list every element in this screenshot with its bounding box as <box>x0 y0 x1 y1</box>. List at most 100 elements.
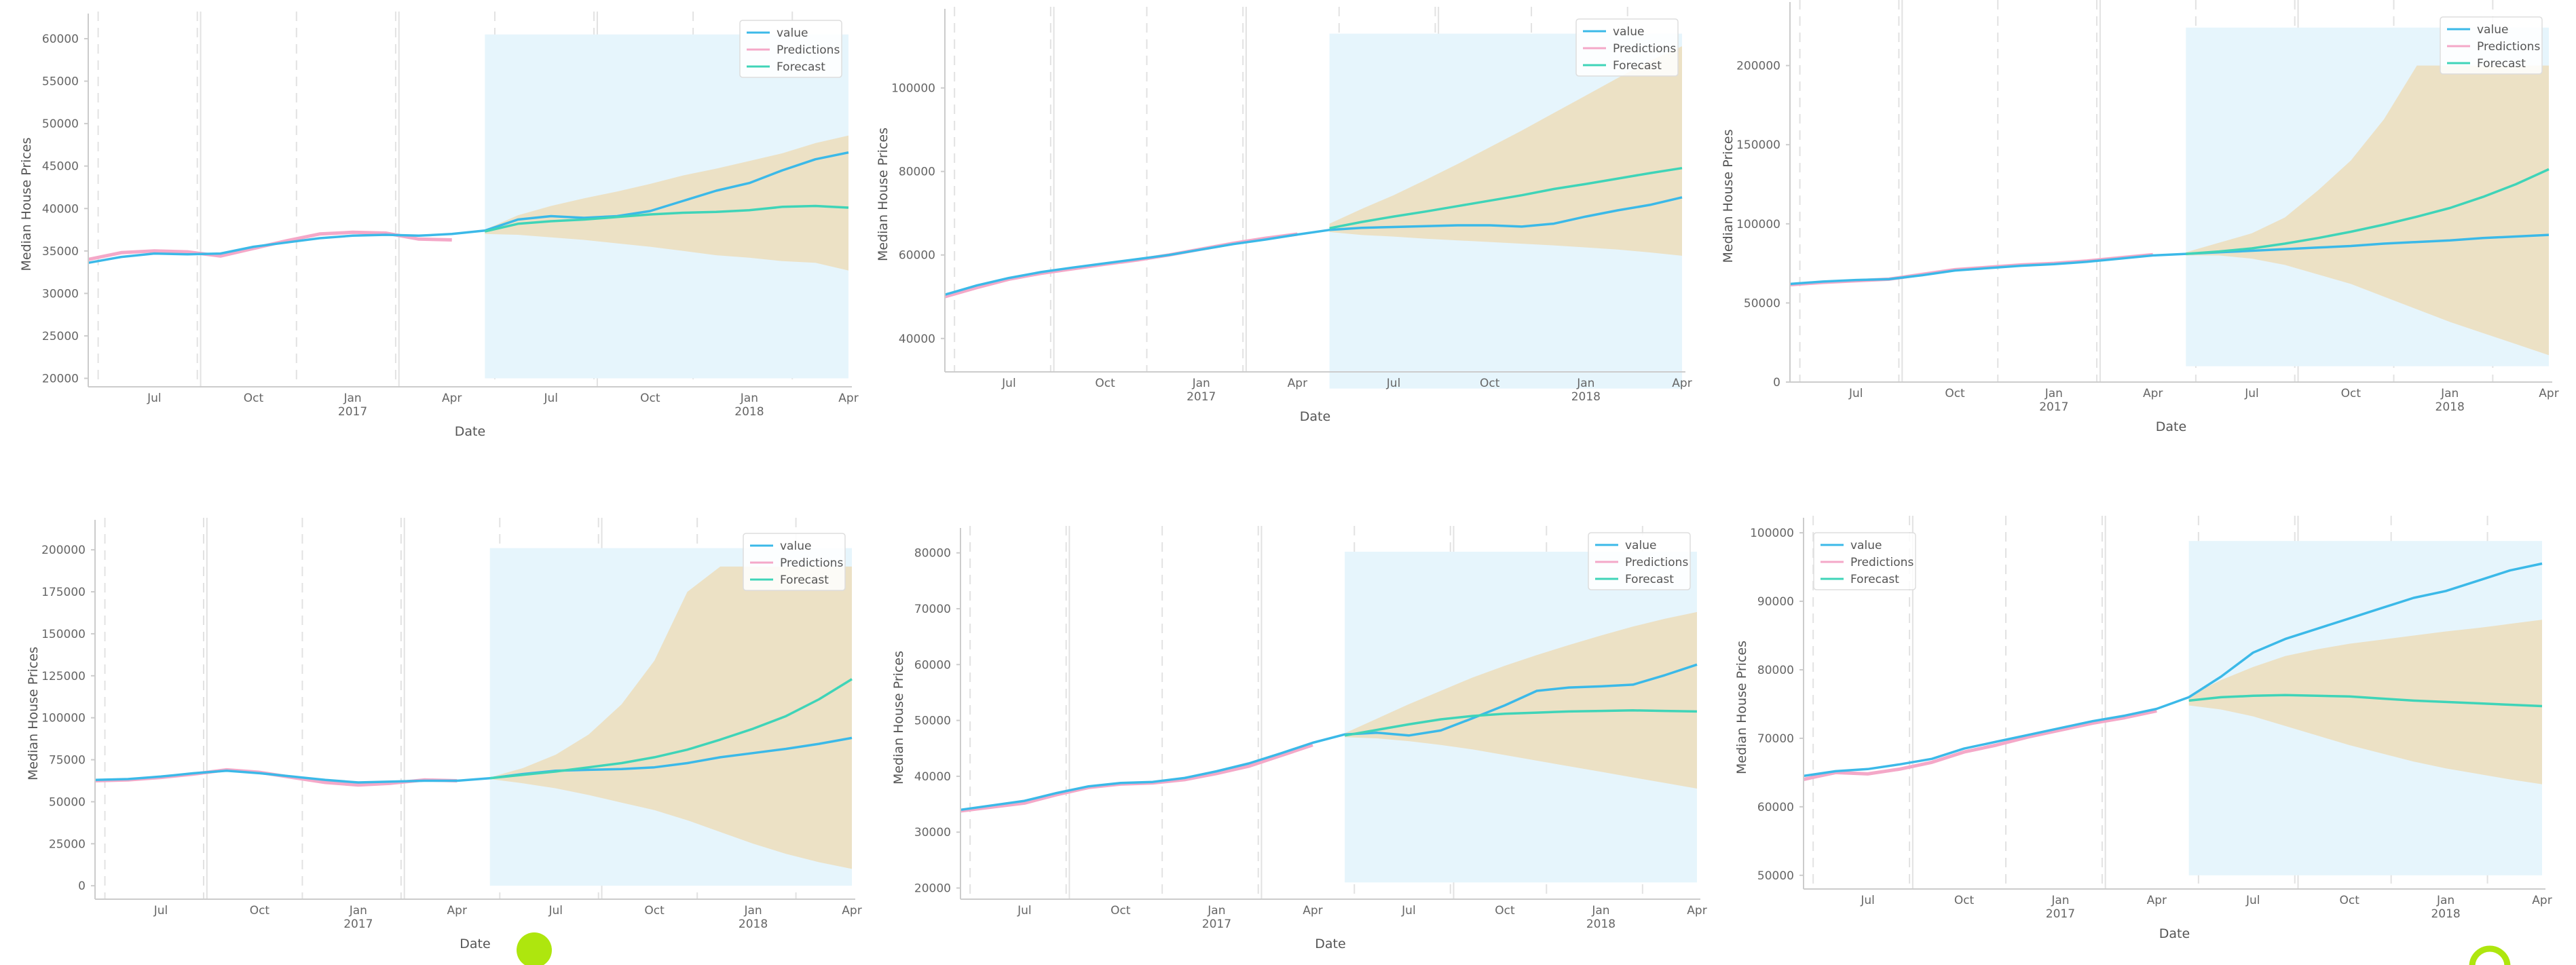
legend: value Predictions Forecast <box>739 20 842 78</box>
x-tick-label: Jul <box>1386 377 1401 390</box>
series-line-forecast <box>489 678 853 780</box>
y-tick-label: 25000 <box>49 837 86 851</box>
y-tick-label: 55000 <box>42 75 79 89</box>
x-tick-label: Jul <box>1017 904 1032 917</box>
legend-label-predictions: Predictions <box>777 43 840 57</box>
series-line-value <box>1803 562 2543 778</box>
x-tick-label: Jul <box>153 904 168 917</box>
x-tick-year: 2018 <box>2431 907 2460 921</box>
x-tick-label: Oct <box>244 392 264 405</box>
series-line-predictions <box>960 743 1313 813</box>
x-tick-year: 2018 <box>734 405 764 419</box>
confidence-band <box>2188 620 2542 784</box>
legend-label-forecast: Forecast <box>1850 573 1899 586</box>
y-tick-label: 70000 <box>1757 732 1794 746</box>
legend-label-predictions: Predictions <box>1625 556 1688 569</box>
y-tick-label: 50000 <box>42 117 79 131</box>
x-tick-label: Apr <box>2147 894 2167 907</box>
y-tick-label: 40000 <box>42 202 79 216</box>
legend-label-value: value <box>1613 25 1644 39</box>
legend: value Predictions Forecast <box>2440 16 2543 75</box>
confidence-band <box>2186 65 2549 356</box>
x-tick-label: Oct <box>644 904 665 917</box>
x-tick-label: Apr <box>1288 377 1307 390</box>
y-tick-label: 50000 <box>914 715 951 728</box>
y-tick-label: 40000 <box>899 333 935 346</box>
series-line-forecast <box>1344 709 1698 737</box>
confidence-band <box>1345 611 1697 789</box>
y-tick-label: 30000 <box>914 826 951 839</box>
x-tick-label: Jan <box>740 392 758 405</box>
legend-label-predictions: Predictions <box>780 556 843 570</box>
y-tick-label: 50000 <box>1757 869 1794 883</box>
x-tick-label: Apr <box>1687 904 1706 917</box>
x-axis-label: Date <box>455 424 485 439</box>
y-axis-label: Median House Prices <box>1721 130 1736 263</box>
y-axis-label: Median House Prices <box>1734 641 1749 774</box>
y-tick-label: 30000 <box>42 287 79 301</box>
x-tick-year: 2018 <box>739 917 768 931</box>
x-tick-year: 2017 <box>1202 917 1231 931</box>
x-tick-label: Jul <box>548 904 563 917</box>
y-tick-label: 80000 <box>914 547 951 561</box>
y-tick-label: 125000 <box>41 670 86 683</box>
x-tick-label: Jan <box>2045 387 2063 400</box>
x-tick-label: Oct <box>1095 377 1115 390</box>
y-tick-label: 80000 <box>1757 664 1794 677</box>
x-tick-label: Jan <box>1576 377 1594 390</box>
y-tick-label: 45000 <box>42 160 79 174</box>
series-line-value <box>94 736 853 784</box>
legend: value Predictions Forecast <box>1813 532 1916 590</box>
x-tick-label: Apr <box>447 904 467 917</box>
y-tick-label: 50000 <box>49 795 86 809</box>
x-tick-label: Oct <box>2339 894 2359 907</box>
series-line-value <box>1789 233 2550 286</box>
x-tick-label: Jan <box>2051 894 2069 907</box>
x-tick-label: Jan <box>1192 377 1210 390</box>
y-tick-label: 200000 <box>1736 60 1780 73</box>
series-line-forecast <box>484 204 849 233</box>
legend-label-value: value <box>780 540 811 553</box>
chart-panel-6: 50000 60000 70000 80000 90000 100000 Jul Oct Jan… <box>1734 516 2552 941</box>
x-axis-label: Date <box>2159 926 2190 941</box>
x-tick-label: Oct <box>250 904 270 917</box>
series-line-value <box>88 151 849 265</box>
legend-label-forecast: Forecast <box>2477 57 2526 71</box>
x-tick-label: Jan <box>2436 894 2454 907</box>
y-tick-label: 0 <box>1773 376 1780 390</box>
y-tick-label: 80000 <box>899 166 935 179</box>
y-tick-label: 150000 <box>1736 138 1780 152</box>
x-tick-label: Apr <box>2143 387 2163 400</box>
y-tick-label: 100000 <box>41 712 86 725</box>
legend-label-forecast: Forecast <box>1625 573 1674 586</box>
x-tick-label: Oct <box>1110 904 1131 917</box>
x-tick-label: Jan <box>349 904 367 917</box>
x-tick-label: Apr <box>2539 387 2558 400</box>
y-tick-label: 60000 <box>914 658 951 672</box>
x-axis-label: Date <box>1315 936 1345 951</box>
legend-box <box>739 20 842 78</box>
legend-label-value: value <box>1625 539 1656 552</box>
y-axis-label: Median House Prices <box>891 651 906 784</box>
x-tick-year: 2018 <box>2435 400 2465 414</box>
x-tick-year: 2017 <box>2039 400 2068 414</box>
series-line-value <box>960 663 1698 812</box>
confidence-band <box>1329 46 1682 256</box>
cursor-marker-dot <box>517 932 552 965</box>
x-tick-label: Oct <box>1945 387 1965 400</box>
legend: value Predictions Forecast <box>1575 18 1679 77</box>
legend-box <box>1588 532 1691 590</box>
y-axis-label: Median House Prices <box>26 647 41 780</box>
y-tick-label: 90000 <box>1757 595 1794 609</box>
x-tick-year: 2018 <box>1586 917 1616 931</box>
x-tick-label: Oct <box>1480 377 1500 390</box>
legend-box <box>1813 532 1916 590</box>
y-tick-label: 0 <box>78 879 86 893</box>
y-axis-label: Median House Prices <box>876 128 891 261</box>
series-line-forecast <box>1329 166 1683 230</box>
x-tick-year: 2018 <box>1571 390 1601 404</box>
x-tick-label: Apr <box>1303 904 1322 917</box>
x-tick-label: Oct <box>1495 904 1515 917</box>
